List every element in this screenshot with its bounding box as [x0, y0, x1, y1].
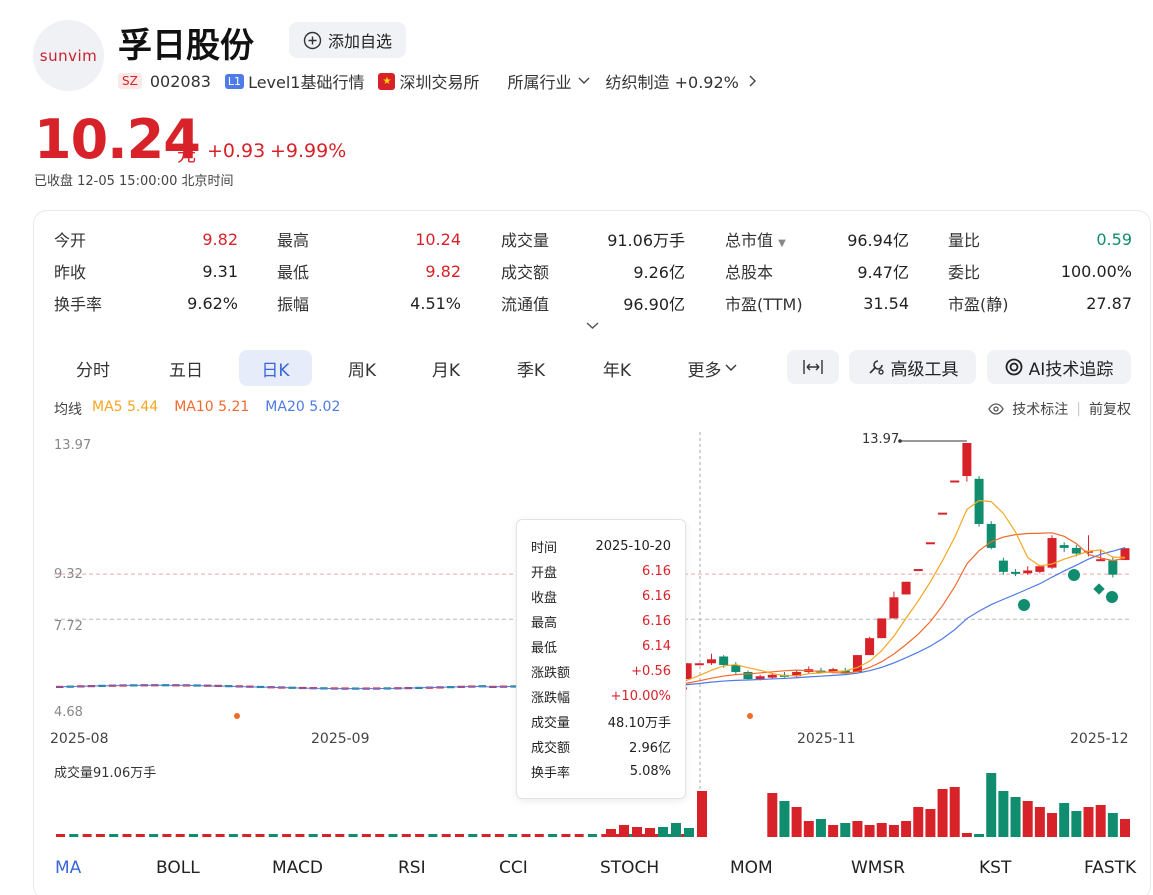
- tab-weekly-k[interactable]: 周K: [347, 360, 377, 381]
- adjust-mode-toggle[interactable]: 前复权: [1089, 402, 1131, 418]
- quote-card: [33, 210, 1151, 895]
- indicator-tab-stoch[interactable]: STOCH: [600, 858, 660, 878]
- china-flag-icon: ★: [378, 72, 396, 90]
- tab-yearly-k[interactable]: 年K: [602, 360, 632, 381]
- tab-monthly-k[interactable]: 月K: [431, 360, 461, 381]
- stat-turnover-rate: 换手率 9.62%: [54, 293, 238, 315]
- high-marker-label: 13.97: [862, 432, 900, 447]
- tab-quarterly-k[interactable]: 季K: [516, 360, 546, 381]
- ai-tracking-button[interactable]: AI技术追踪: [987, 350, 1131, 384]
- stat-volume-ratio: 量比 0.59: [948, 229, 1132, 251]
- indicator-tab-cci[interactable]: CCI: [499, 858, 528, 878]
- x-axis-label: 2025-08: [50, 731, 109, 747]
- price-change-pct: +9.99%: [270, 140, 347, 162]
- candle-tooltip: 时间 2025-10-20 开盘 6.16 收盘 6.16 最高 6.16 最低 6.14…: [516, 519, 686, 799]
- stat-volume: 成交量 91.06万手: [501, 231, 685, 250]
- y-axis-label: 7.72: [54, 619, 83, 634]
- stat-pe-ttm: 市盈(TTM) 31.54: [725, 293, 909, 315]
- stat-market-cap[interactable]: 总市值 ▼ 96.94亿: [725, 231, 909, 250]
- fit-width-button[interactable]: [787, 350, 839, 384]
- chevron-down-icon: [578, 77, 590, 84]
- ma-title: 均线: [54, 402, 82, 418]
- market-status: 已收盘 12-05 15:00:00 北京时间: [34, 174, 234, 189]
- add-watchlist-label: 添加自选: [328, 32, 393, 51]
- ma-legend: 均线 MA5 5.44 MA10 5.21 MA20 5.02: [54, 399, 340, 419]
- industry-link[interactable]: 纺织制造 +0.92%: [605, 73, 739, 92]
- stat-high: 最高 10.24: [277, 229, 461, 251]
- company-logo: sunvim: [33, 20, 104, 91]
- tools-icon: [868, 360, 884, 375]
- price-change: +0.93: [207, 140, 266, 162]
- plus-circle-icon: [303, 31, 322, 49]
- indicator-tab-ma[interactable]: MA: [55, 858, 82, 878]
- indicator-tab-rsi[interactable]: RSI: [398, 858, 426, 878]
- current-price: 10.24: [34, 108, 201, 171]
- exchange-name: 深圳交易所: [399, 73, 480, 92]
- indicator-tab-wmsr[interactable]: WMSR: [851, 858, 906, 878]
- price-unit: 元: [177, 144, 197, 166]
- level1-badge: L1: [224, 73, 245, 89]
- stat-order-ratio: 委比 100.00%: [948, 261, 1132, 283]
- indicator-tab-fastk[interactable]: FASTK: [1084, 858, 1137, 878]
- x-axis-label: 2025-11: [797, 731, 856, 747]
- indicator-tab-mom[interactable]: MOM: [730, 858, 773, 878]
- tab-daily-k[interactable]: 日K: [239, 350, 312, 386]
- x-axis-label: 2025-09: [311, 731, 370, 747]
- stat-open: 今开 9.82: [54, 229, 238, 251]
- stat-low: 最低 9.82: [277, 261, 461, 283]
- ma10-value: MA10 5.21: [174, 399, 250, 415]
- stat-total-shares: 总股本 9.47亿: [725, 263, 909, 282]
- expand-stats-icon[interactable]: [586, 322, 599, 330]
- eye-icon: [988, 403, 1005, 415]
- add-watchlist-button[interactable]: 添加自选: [289, 22, 407, 58]
- stock-code: 002083: [149, 71, 211, 91]
- stat-pe-static: 市盈(静) 27.87: [948, 293, 1132, 315]
- y-axis-label: 4.68: [54, 705, 83, 720]
- tab-intraday[interactable]: 分时: [76, 360, 110, 381]
- advanced-tools-button[interactable]: 高级工具: [849, 350, 976, 384]
- indicator-tab-kst[interactable]: KST: [979, 858, 1012, 878]
- stat-float-cap: 流通值 96.90亿: [501, 295, 685, 314]
- industry-dropdown[interactable]: 所属行业: [507, 73, 572, 92]
- ai-target-icon: [1005, 358, 1023, 376]
- tech-annotation-toggle[interactable]: 技术标注: [1012, 402, 1069, 418]
- stat-turnover-amount: 成交额 9.26亿: [501, 263, 685, 282]
- chevron-down-icon: [725, 364, 736, 371]
- indicator-tab-boll[interactable]: BOLL: [156, 858, 200, 878]
- ma5-value: MA5 5.44: [92, 399, 159, 415]
- chart-options: 技术标注 | 前复权: [988, 399, 1131, 419]
- level1-text: Level1基础行情: [248, 73, 365, 92]
- stock-name: 孚日股份: [118, 26, 254, 66]
- stat-amplitude: 振幅 4.51%: [277, 293, 461, 315]
- y-axis-label: 9.32: [54, 567, 83, 582]
- tab-more[interactable]: 更多: [672, 350, 752, 386]
- indicator-tab-macd[interactable]: MACD: [272, 858, 323, 878]
- ma20-value: MA20 5.02: [265, 399, 341, 415]
- volume-label: 成交量91.06万手: [54, 766, 157, 781]
- chevron-right-icon: [749, 75, 756, 87]
- tab-five-day[interactable]: 五日: [169, 360, 203, 381]
- expand-horizontal-icon: [803, 360, 823, 374]
- stock-meta: SZ 002083 L1 Level1基础行情 ★ 深圳交易所 所属行业 纺织制…: [118, 70, 757, 92]
- y-axis-label: 13.97: [54, 438, 92, 453]
- exchange-badge: SZ: [118, 73, 142, 89]
- stat-prev-close: 昨收 9.31: [54, 261, 238, 283]
- x-axis-label: 2025-12: [1070, 731, 1129, 747]
